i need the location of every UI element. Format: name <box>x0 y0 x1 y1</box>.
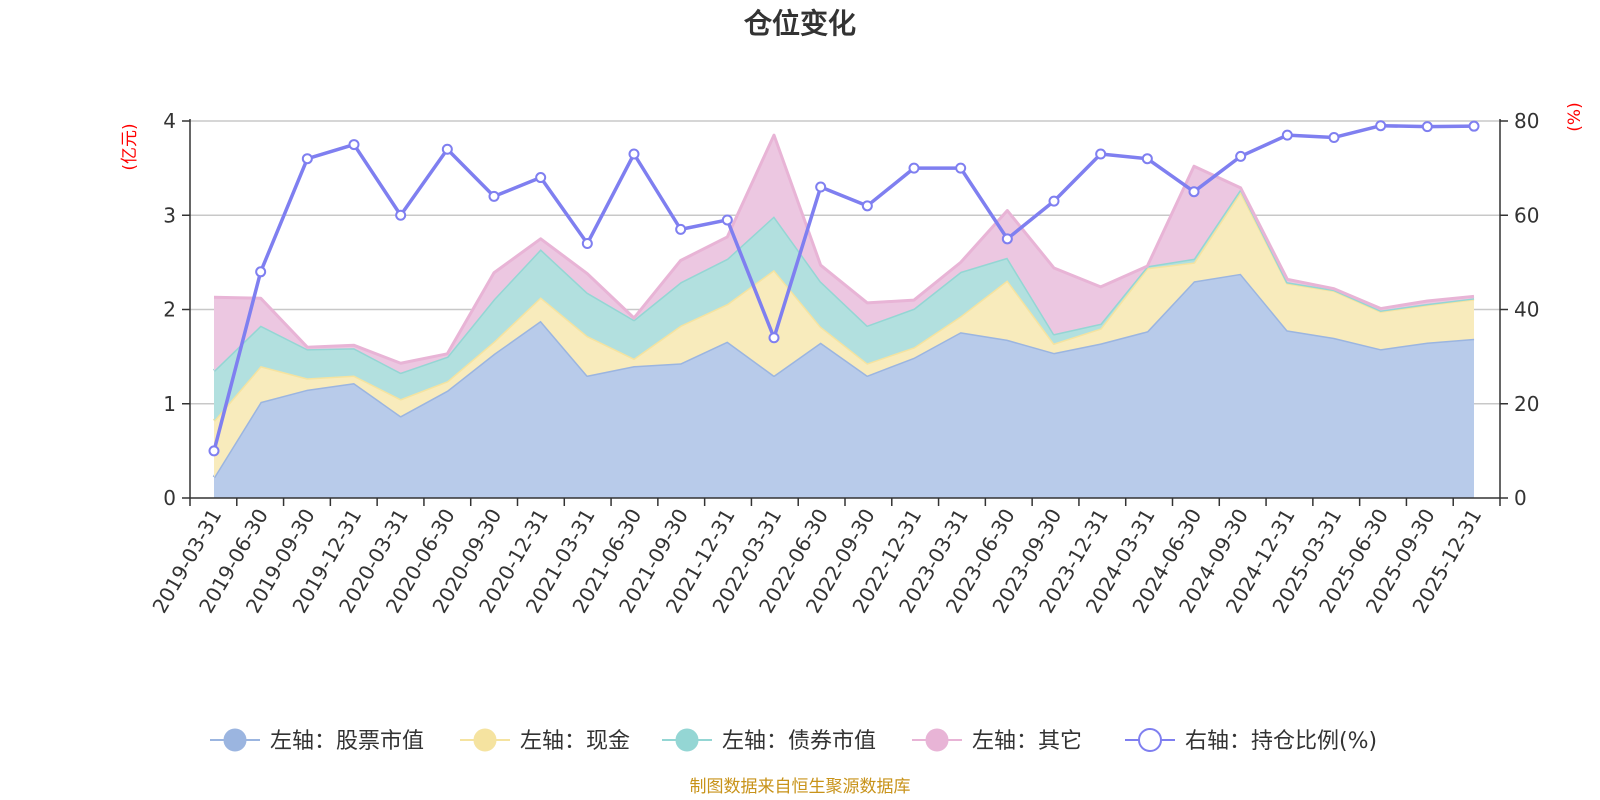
source-note: 制图数据来自恒生聚源数据库 <box>690 777 911 797</box>
right-tick-label: 20 <box>1514 392 1539 416</box>
stacked-areas <box>212 133 1475 498</box>
left-axis-title: (亿元) <box>120 123 140 170</box>
ratio-point <box>908 162 920 174</box>
ratio-point <box>861 200 873 212</box>
legend-label: 左轴：现金 <box>520 729 630 754</box>
left-tick-label: 3 <box>163 203 176 227</box>
legend-marker-dot <box>925 728 949 752</box>
right-axis-title: (%) <box>1565 102 1585 131</box>
ratio-point <box>1048 195 1060 207</box>
ratio-point <box>441 143 453 155</box>
right-tick-label: 60 <box>1514 203 1539 227</box>
ratio-point <box>675 223 687 235</box>
right-tick-label: 0 <box>1514 486 1527 510</box>
ratio-point <box>721 214 733 226</box>
legend-item: 右轴：持仓比例(%) <box>1125 728 1377 754</box>
legend-item: 左轴：现金 <box>460 728 630 754</box>
ratio-point <box>581 238 593 250</box>
ratio-point <box>1281 129 1293 141</box>
ratio-point <box>348 139 360 151</box>
ratio-point <box>1328 131 1340 143</box>
legend-marker-dot <box>675 728 699 752</box>
right-tick-label: 80 <box>1514 109 1539 133</box>
ratio-point <box>301 153 313 165</box>
legend-marker-dot <box>473 728 497 752</box>
ratio-point <box>1141 153 1153 165</box>
ratio-point <box>768 332 780 344</box>
left-tick-label: 4 <box>163 109 176 133</box>
ratio-point <box>1375 120 1387 132</box>
left-tick-label: 1 <box>163 392 176 416</box>
legend-label: 左轴：其它 <box>972 729 1082 754</box>
left-tick-label: 2 <box>163 298 176 322</box>
ratio-point <box>955 162 967 174</box>
position-ratio-line <box>208 120 1480 457</box>
legend-item: 左轴：其它 <box>912 728 1082 754</box>
ratio-point <box>535 172 547 184</box>
legend-label: 左轴：股票市值 <box>270 729 424 754</box>
ratio-point <box>208 445 220 457</box>
ratio-line-path <box>212 123 1475 452</box>
ratio-point <box>1468 120 1480 132</box>
legend-label: 右轴：持仓比例(%) <box>1185 729 1377 754</box>
ratio-point <box>1235 150 1247 162</box>
ratio-point <box>1095 148 1107 160</box>
legend-item: 左轴：股票市值 <box>210 728 424 754</box>
ratio-point <box>255 266 267 278</box>
ratio-point <box>1421 121 1433 133</box>
ratio-point <box>1001 233 1013 245</box>
legend: 左轴：股票市值 左轴：现金 左轴：债券市值 左轴：其它 右轴：持仓比例(%) <box>210 728 1377 754</box>
legend-item: 左轴：债券市值 <box>662 728 876 754</box>
ratio-point <box>488 190 500 202</box>
chart-title: 仓位变化 <box>744 7 856 40</box>
legend-label: 左轴：债券市值 <box>722 729 876 754</box>
left-tick-label: 0 <box>163 486 176 510</box>
legend-marker-dot <box>1138 728 1162 752</box>
ratio-point <box>628 148 640 160</box>
x-tick-labels: 2019-03-312019-06-302019-09-302019-12-31… <box>147 504 1486 617</box>
ratio-point <box>395 209 407 221</box>
legend-marker-dot <box>223 728 247 752</box>
ratio-point <box>815 181 827 193</box>
ratio-point <box>1188 186 1200 198</box>
area-edge-series-4 <box>213 133 1475 365</box>
right-tick-label: 40 <box>1514 298 1539 322</box>
